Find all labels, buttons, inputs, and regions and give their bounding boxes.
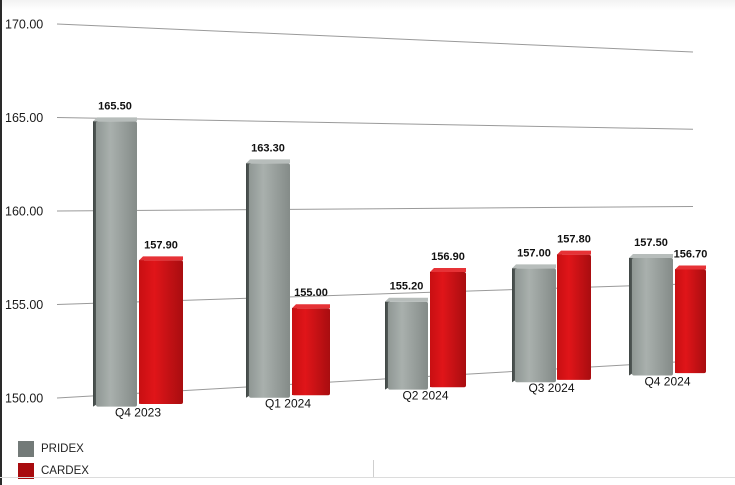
- y-tick-label: 160.00: [5, 205, 43, 219]
- window-left-border: [0, 0, 2, 485]
- y-tick-label: 155.00: [5, 298, 43, 312]
- window-top-edge: [0, 0, 735, 10]
- category-label: Q1 2024: [265, 397, 311, 411]
- category-label: Q4 2023: [115, 405, 161, 419]
- value-label: 155.00: [294, 287, 328, 299]
- value-label: 165.50: [98, 100, 132, 112]
- bar-pridex-q3-2024[interactable]: [512, 264, 556, 383]
- category-label: Q4 2024: [644, 374, 690, 388]
- bar-pridex-q2-2024[interactable]: [385, 297, 428, 390]
- bar-pridex-q1-2024[interactable]: [246, 159, 290, 398]
- x-axis-categories: Q4 2023 Q1 2024 Q2 2024 Q3 2024 Q4 2024: [115, 374, 691, 419]
- value-label: 157.80: [557, 234, 591, 246]
- y-tick-label: 170.00: [5, 18, 43, 32]
- bar-cardex-q4-2023[interactable]: [139, 256, 183, 404]
- legend-item-cardex[interactable]: CARDEX: [18, 460, 89, 482]
- divider: [373, 460, 374, 477]
- y-tick-label: 150.00: [5, 392, 43, 406]
- value-label: 163.30: [251, 142, 285, 154]
- bottom-border: [0, 477, 735, 478]
- value-label: 156.70: [674, 249, 708, 261]
- bar-pridex-q4-2024[interactable]: [629, 253, 673, 376]
- y-axis: 150.00 155.00 160.00 165.00 170.00: [5, 18, 43, 406]
- value-label: 157.50: [634, 237, 668, 249]
- bar-cardex-q2-2024[interactable]: [430, 268, 466, 388]
- legend-swatch-cardex: [18, 463, 34, 479]
- legend-item-pridex[interactable]: PRIDEX: [18, 438, 89, 460]
- value-labels: 165.50 157.90 163.30 155.00 155.20 156.90 157.…: [98, 100, 707, 299]
- value-label: 157.00: [517, 247, 551, 259]
- legend-swatch-pridex: [18, 441, 34, 457]
- legend-label: CARDEX: [41, 465, 89, 477]
- bar-cardex-q4-2024[interactable]: [675, 265, 706, 374]
- legend-label: PRIDEX: [41, 443, 84, 455]
- legend: PRIDEX CARDEX: [18, 438, 89, 482]
- value-label: 155.20: [390, 281, 424, 293]
- y-tick-label: 165.00: [5, 111, 43, 125]
- bar-cardex-q1-2024[interactable]: [292, 304, 330, 396]
- value-label: 157.90: [144, 239, 178, 251]
- bars: [93, 117, 706, 407]
- bar-pridex-q4-2023[interactable]: [93, 117, 137, 407]
- bar-cardex-q3-2024[interactable]: [557, 250, 591, 380]
- category-label: Q3 2024: [528, 381, 574, 395]
- category-label: Q2 2024: [402, 389, 448, 403]
- value-label: 156.90: [431, 251, 465, 263]
